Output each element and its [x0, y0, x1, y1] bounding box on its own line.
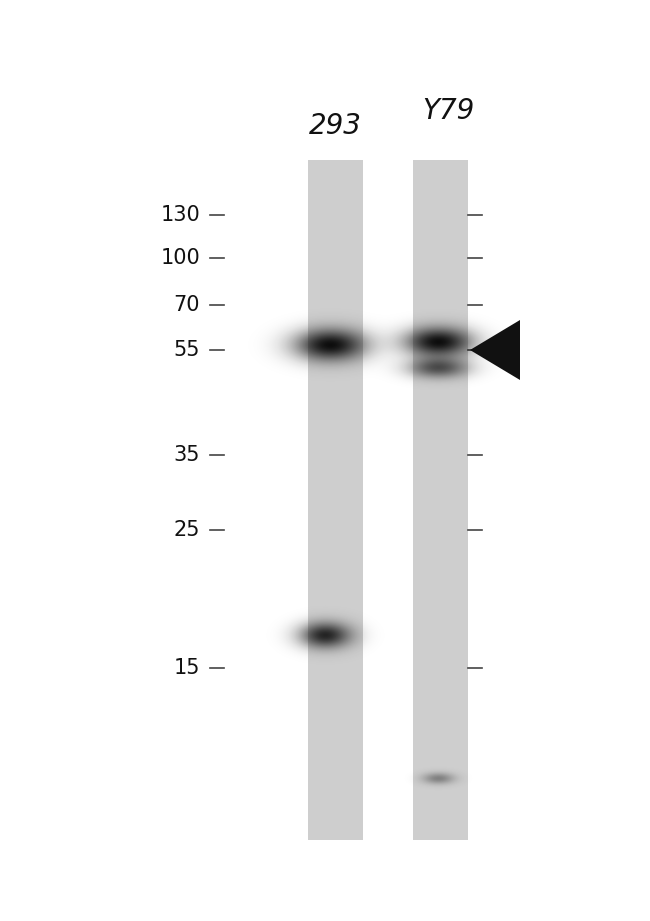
Bar	[307, 160, 363, 840]
Text: 130: 130	[161, 205, 200, 225]
Text: 35: 35	[174, 445, 200, 465]
Bar	[413, 160, 467, 840]
Text: 70: 70	[174, 295, 200, 315]
Text: Y79: Y79	[422, 97, 474, 125]
Text: 100: 100	[161, 248, 200, 268]
Text: 55: 55	[174, 340, 200, 360]
Text: 25: 25	[174, 520, 200, 540]
Text: 15: 15	[174, 658, 200, 678]
Text: 293: 293	[309, 112, 361, 140]
Polygon shape	[470, 320, 520, 380]
